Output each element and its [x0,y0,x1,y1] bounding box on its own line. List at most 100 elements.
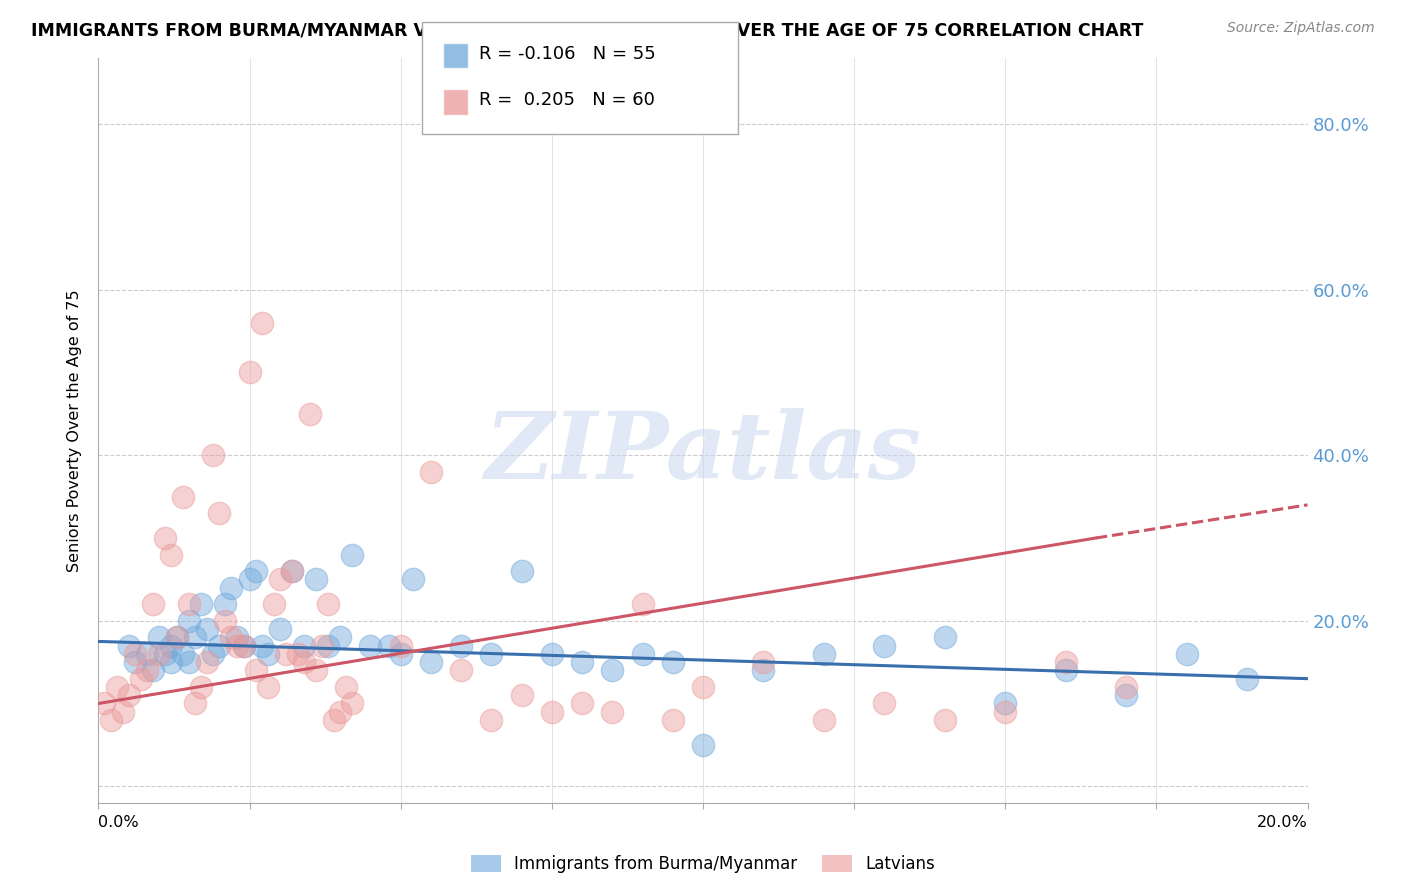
Point [571,697,593,711]
Point [195,622,218,636]
Point [153,531,176,545]
Text: R = -0.106   N = 55: R = -0.106 N = 55 [479,45,657,62]
Point [450,664,472,678]
Point [172,490,194,504]
Point [540,647,562,661]
Point [190,597,212,611]
Point [281,564,304,578]
Point [389,647,412,661]
Point [305,664,328,678]
Point [510,564,533,578]
Point [274,647,297,661]
Point [160,639,183,653]
Point [184,630,207,644]
Point [221,630,243,644]
Point [232,639,254,653]
Point [631,647,654,661]
Point [135,664,157,678]
Point [661,713,683,727]
Text: Source: ZipAtlas.com: Source: ZipAtlas.com [1227,21,1375,36]
Point [179,597,201,611]
Point [1236,672,1258,686]
Point [292,639,315,653]
Point [481,713,503,727]
Point [450,639,472,653]
Point [389,639,412,653]
Point [316,597,339,611]
Point [360,639,382,653]
Point [153,647,176,661]
Point [510,688,533,702]
Point [420,655,443,669]
Point [142,597,165,611]
Point [202,647,225,661]
Point [342,548,364,562]
Point [245,564,267,578]
Point [214,597,236,611]
Point [377,639,399,653]
Point [208,506,231,520]
Point [329,705,352,719]
Point [124,647,146,661]
Text: 20.0%: 20.0% [1257,815,1308,830]
Point [135,647,157,661]
Point [292,655,315,669]
Text: R =  0.205   N = 60: R = 0.205 N = 60 [479,91,655,109]
Point [571,655,593,669]
Point [195,655,218,669]
Point [481,647,503,661]
Point [239,366,262,380]
Point [692,738,714,752]
Point [160,548,183,562]
Legend: Immigrants from Burma/Myanmar, Latvians: Immigrants from Burma/Myanmar, Latvians [464,848,942,880]
Point [873,639,896,653]
Point [305,573,328,587]
Point [631,597,654,611]
Point [202,448,225,462]
Point [172,647,194,661]
Text: 0.0%: 0.0% [98,815,139,830]
Point [813,713,835,727]
Point [256,647,278,661]
Point [299,407,322,421]
Point [105,680,128,694]
Point [402,573,425,587]
Point [239,573,262,587]
Point [208,639,231,653]
Point [148,630,170,644]
Point [316,639,339,653]
Point [661,655,683,669]
Point [232,639,254,653]
Point [752,664,775,678]
Point [179,655,201,669]
Point [1175,647,1198,661]
Point [226,630,249,644]
Point [129,672,152,686]
Point [994,697,1017,711]
Y-axis label: Seniors Poverty Over the Age of 75: Seniors Poverty Over the Age of 75 [67,289,83,572]
Point [263,597,285,611]
Point [160,655,183,669]
Point [1054,655,1077,669]
Point [118,688,141,702]
Point [184,697,207,711]
Point [250,639,273,653]
Point [142,664,165,678]
Point [692,680,714,694]
Point [873,697,896,711]
Point [166,630,188,644]
Text: ZIPatlas: ZIPatlas [485,408,921,498]
Point [100,713,122,727]
Point [287,647,309,661]
Point [124,655,146,669]
Point [166,630,188,644]
Point [179,614,201,628]
Point [269,622,291,636]
Point [190,680,212,694]
Point [256,680,278,694]
Point [118,639,141,653]
Point [323,713,346,727]
Point [245,664,267,678]
Point [752,655,775,669]
Point [221,581,243,595]
